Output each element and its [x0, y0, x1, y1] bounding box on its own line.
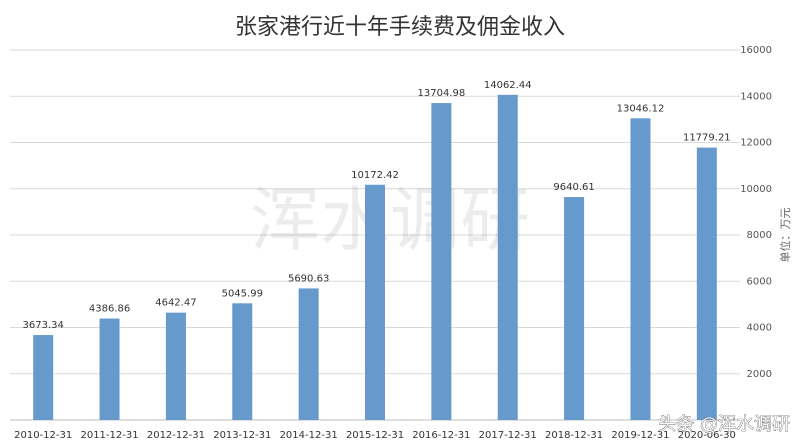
bar — [564, 197, 585, 420]
y-tick-label: 2000 — [747, 369, 772, 380]
watermark: 浑水调研 — [250, 179, 530, 261]
bar — [431, 103, 452, 421]
x-tick-label: 2018-12-31 — [545, 430, 603, 441]
value-label: 11779.21 — [683, 133, 731, 144]
bar — [696, 147, 717, 420]
x-tick-label: 2015-12-31 — [346, 430, 404, 441]
bar — [232, 303, 253, 420]
value-label: 3673.34 — [23, 320, 64, 331]
value-label: 4642.47 — [155, 298, 196, 309]
value-label: 14062.44 — [484, 80, 532, 91]
x-tick-label: 2020-06-30 — [678, 430, 736, 441]
y-tick-label: 14000 — [740, 91, 772, 102]
bar — [33, 335, 54, 420]
bar — [630, 118, 651, 420]
y-tick-label: 16000 — [740, 45, 772, 56]
x-tick-label: 2017-12-31 — [479, 430, 537, 441]
x-tick-label: 2014-12-31 — [280, 430, 338, 441]
y-tick-label: 8000 — [747, 230, 772, 241]
chart-title: 张家港行近十年手续费及佣金收入 — [235, 15, 565, 40]
y-tick-label: 6000 — [747, 276, 772, 287]
value-label: 9640.61 — [553, 182, 594, 193]
y-tick-label: 10000 — [740, 184, 772, 195]
y-axis-label: 单位：万元 — [778, 208, 792, 263]
y-tick-label: 12000 — [740, 138, 772, 149]
value-label: 4386.86 — [89, 304, 130, 315]
value-label: 13046.12 — [617, 103, 665, 114]
bar — [99, 318, 120, 420]
x-tick-label: 2010-12-31 — [14, 430, 72, 441]
x-tick-label: 2019-12-31 — [611, 430, 669, 441]
credit: 头条 @浑水调研 — [658, 414, 790, 435]
x-tick-label: 2011-12-31 — [80, 430, 138, 441]
value-label: 13704.98 — [418, 88, 466, 99]
x-tick-label: 2012-12-31 — [147, 430, 205, 441]
value-label: 5690.63 — [288, 273, 329, 284]
value-label: 10172.42 — [351, 170, 399, 181]
y-tick-label: 4000 — [747, 323, 772, 334]
x-tick-label: 2013-12-31 — [213, 430, 271, 441]
bar — [497, 94, 518, 420]
bar — [165, 312, 186, 420]
bar — [298, 288, 319, 420]
value-label: 5045.99 — [222, 288, 263, 299]
bar — [365, 184, 385, 420]
x-tick-label: 2016-12-31 — [412, 430, 470, 441]
